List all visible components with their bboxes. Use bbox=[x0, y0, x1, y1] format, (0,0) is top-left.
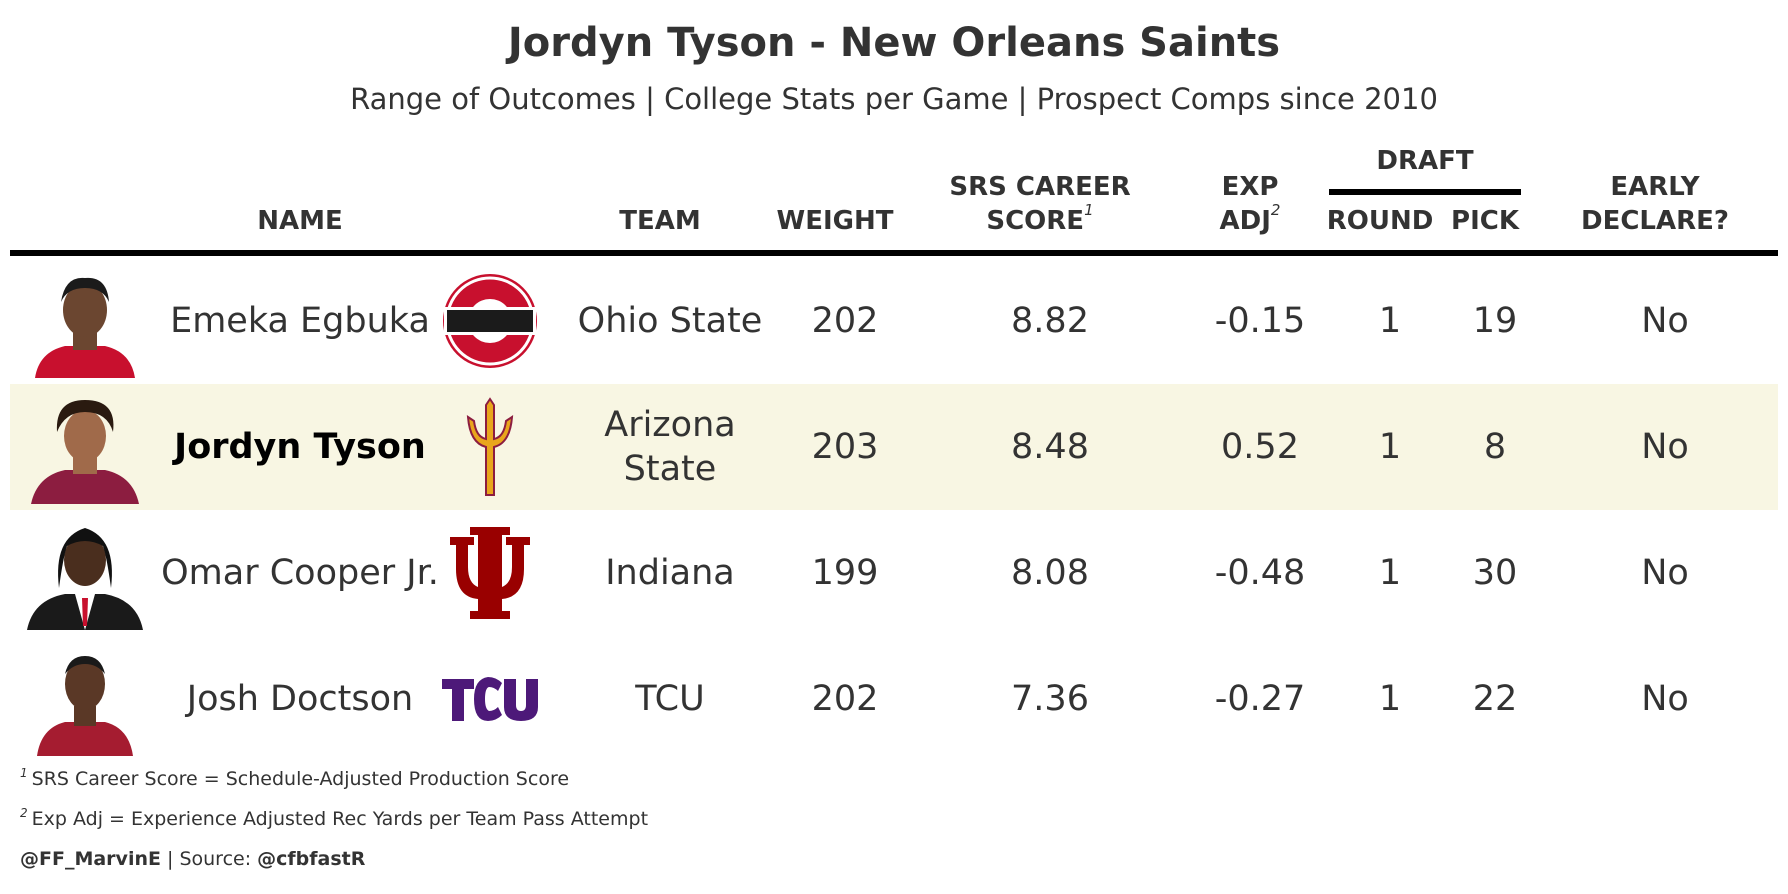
credit-source: @cfbfastR bbox=[257, 848, 366, 870]
player-photo bbox=[27, 528, 143, 630]
credit-separator: | Source: bbox=[160, 848, 258, 870]
srs-score-value: 7.36 bbox=[1011, 679, 1089, 719]
header-early-line1: EARLY bbox=[1610, 172, 1700, 202]
table-row: Josh Doctson TCU 202 7.36 -0.27 1 22 No bbox=[10, 636, 1778, 762]
round-value: 1 bbox=[1378, 427, 1402, 467]
header-srs: SRS CAREER SCORE1 bbox=[930, 170, 1150, 238]
header-early-declare: EARLY DECLARE? bbox=[1560, 170, 1750, 238]
ohio-state-logo bbox=[443, 274, 537, 368]
footnote-mark-1: 1 bbox=[20, 766, 28, 780]
page-subtitle: Range of Outcomes | College Stats per Ga… bbox=[350, 82, 1438, 116]
weight-value: 203 bbox=[811, 427, 879, 467]
round-value: 1 bbox=[1378, 553, 1402, 593]
footnote-ref-2: 2 bbox=[1270, 201, 1281, 219]
footnote-text-1: SRS Career Score = Schedule-Adjusted Pro… bbox=[31, 768, 570, 790]
pick-value: 22 bbox=[1472, 679, 1518, 719]
header-srs-label: SCORE bbox=[986, 206, 1085, 236]
header-exp-adj: EXP ADJ2 bbox=[1190, 170, 1310, 238]
pick-value: 19 bbox=[1472, 301, 1518, 341]
pick-value: 8 bbox=[1483, 427, 1507, 467]
early-declare-value: No bbox=[1641, 679, 1689, 719]
round-value: 1 bbox=[1378, 301, 1402, 341]
team-name: TCU bbox=[635, 679, 705, 719]
header-exp-line2: ADJ2 bbox=[1190, 201, 1310, 238]
early-declare-value: No bbox=[1641, 301, 1689, 341]
draft-spanner-line bbox=[1329, 189, 1521, 195]
header-rule bbox=[10, 250, 1778, 256]
player-name: Emeka Egbuka bbox=[170, 301, 430, 341]
pick-value: 30 bbox=[1472, 553, 1518, 593]
table-row: Emeka Egbuka Ohio State 202 8.82 -0.15 1… bbox=[10, 258, 1778, 384]
player-photo bbox=[37, 656, 133, 756]
player-name: Josh Doctson bbox=[186, 679, 414, 719]
credit-author: @FF_MarvinE bbox=[20, 848, 161, 870]
indiana-logo bbox=[450, 527, 530, 619]
source-credit: @FF_MarvinE | Source: @cfbfastR bbox=[20, 848, 365, 870]
srs-score-value: 8.82 bbox=[1011, 301, 1089, 341]
header-weight: WEIGHT bbox=[776, 206, 894, 236]
exp-adj-value: -0.15 bbox=[1214, 301, 1306, 341]
table-row-highlighted: Jordyn Tyson Arizona State 203 8.48 0.52… bbox=[10, 384, 1778, 510]
player-photo bbox=[31, 400, 139, 504]
header-srs-line2: SCORE1 bbox=[930, 201, 1150, 238]
header-team: TEAM bbox=[619, 206, 701, 236]
header-srs-line1: SRS CAREER bbox=[949, 172, 1131, 202]
footnote-mark-2: 2 bbox=[20, 806, 28, 820]
team-name: Ohio State bbox=[577, 301, 763, 341]
header-pick: PICK bbox=[1451, 206, 1519, 236]
arizona-state-logo bbox=[466, 397, 514, 496]
weight-value: 202 bbox=[811, 679, 879, 719]
player-photo bbox=[35, 277, 135, 378]
footnote-text-2: Exp Adj = Experience Adjusted Rec Yards … bbox=[31, 808, 649, 830]
round-value: 1 bbox=[1378, 679, 1402, 719]
exp-adj-value: -0.27 bbox=[1214, 679, 1306, 719]
early-declare-value: No bbox=[1641, 427, 1689, 467]
footnote-2: 2 Exp Adj = Experience Adjusted Rec Yards… bbox=[20, 806, 649, 830]
early-declare-value: No bbox=[1641, 553, 1689, 593]
header-round: ROUND bbox=[1326, 206, 1434, 236]
tcu-logo bbox=[442, 677, 538, 721]
header-draft: DRAFT bbox=[1376, 146, 1474, 176]
page-title: Jordyn Tyson - New Orleans Saints bbox=[507, 20, 1281, 66]
exp-adj-value: -0.48 bbox=[1214, 553, 1306, 593]
player-name: Jordyn Tyson bbox=[174, 427, 426, 467]
header-exp-label: ADJ bbox=[1219, 206, 1271, 236]
exp-adj-value: 0.52 bbox=[1221, 427, 1299, 467]
team-name: Indiana bbox=[605, 553, 735, 593]
header-name: NAME bbox=[257, 206, 343, 236]
player-name: Omar Cooper Jr. bbox=[161, 553, 439, 593]
srs-score-value: 8.48 bbox=[1011, 427, 1089, 467]
footnote-ref-1: 1 bbox=[1084, 201, 1094, 219]
table-row: Omar Cooper Jr. Indiana 199 8.08 -0.48 1… bbox=[10, 510, 1778, 636]
team-name: Arizona State bbox=[604, 405, 736, 489]
header-exp-line1: EXP bbox=[1221, 172, 1279, 202]
srs-score-value: 8.08 bbox=[1011, 553, 1089, 593]
header-early-line2: DECLARE? bbox=[1581, 206, 1729, 236]
weight-value: 199 bbox=[811, 553, 879, 593]
weight-value: 202 bbox=[811, 301, 879, 341]
footnote-1: 1 SRS Career Score = Schedule-Adjusted Pr… bbox=[20, 766, 570, 790]
